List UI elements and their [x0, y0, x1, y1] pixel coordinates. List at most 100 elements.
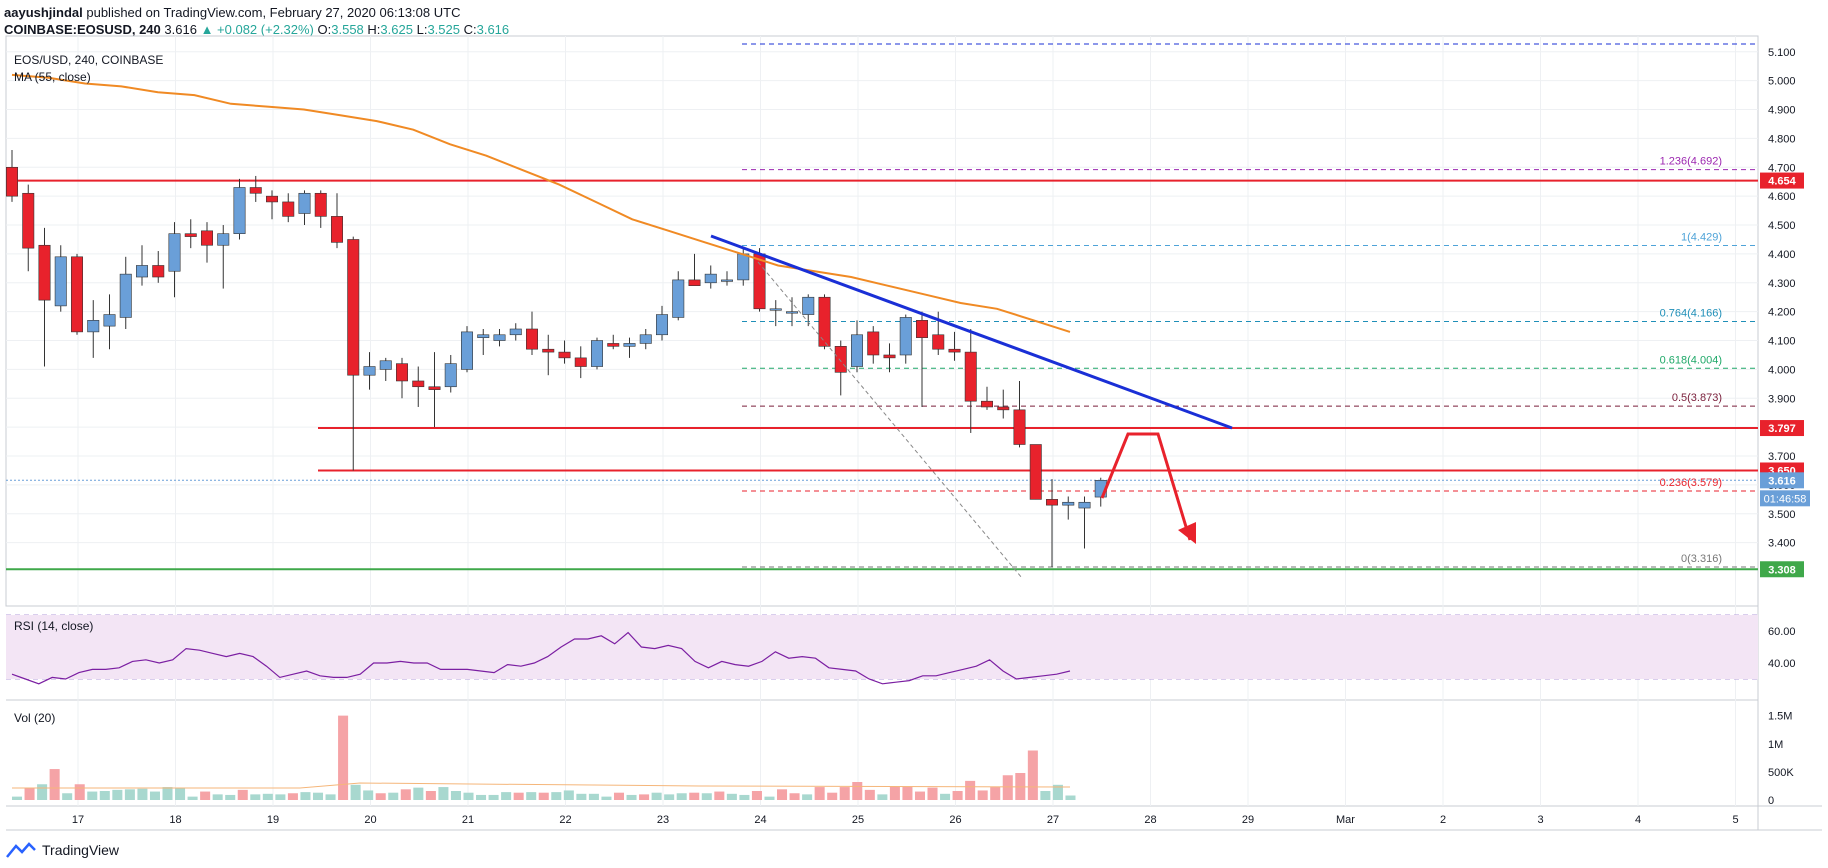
publish-info: published on TradingView.com, February 2…	[82, 5, 461, 20]
low-label: L:	[416, 22, 428, 37]
candle-body	[379, 360, 392, 370]
candle-body	[119, 273, 132, 318]
candle-body	[964, 351, 977, 402]
volume-bar	[187, 796, 198, 800]
candle-body	[591, 340, 603, 367]
time-tick-label: 26	[949, 814, 961, 826]
volume-bar	[651, 792, 662, 800]
projection-arrow[interactable]	[1100, 432, 1196, 544]
candle-body	[688, 279, 701, 286]
ma-legend[interactable]: MA (55, close)	[14, 70, 91, 84]
candle-body	[363, 366, 376, 376]
candle-body	[233, 187, 246, 235]
time-tick-label: 2	[1440, 814, 1446, 826]
candle-body	[721, 279, 733, 282]
volume-bar	[588, 793, 599, 800]
open-label: O:	[317, 22, 332, 37]
price-tick-label: 3.500	[1768, 509, 1796, 521]
candle-body	[753, 253, 766, 310]
horizontal-levels[interactable]	[6, 179, 1758, 571]
volume-bar	[24, 787, 35, 800]
candle-body	[623, 343, 636, 347]
volume-bar	[538, 792, 549, 800]
rsi-band	[6, 615, 1758, 679]
volume-bar	[124, 789, 135, 800]
time-tick-label: Mar	[1336, 814, 1355, 826]
close-label: C:	[463, 22, 477, 37]
candle-body	[298, 192, 311, 214]
time-tick-label: 20	[364, 814, 376, 826]
candle-body	[656, 314, 668, 336]
footer-brand[interactable]: TradingView	[42, 842, 120, 858]
candle-body	[71, 256, 83, 333]
time-tick-label: 19	[267, 814, 279, 826]
main-title: EOS/USD, 240, COINBASE	[14, 53, 163, 67]
volume-bar	[977, 790, 988, 800]
time-tick-label: 23	[657, 814, 669, 826]
volume-bar	[739, 794, 750, 800]
open-value: 3.558	[331, 22, 364, 37]
volume-bar	[62, 793, 73, 800]
volume-bar	[889, 786, 900, 800]
time-axis[interactable]: 17 18 19 20 21 22 23 24 25 26 27 28 29 Mar 2 3 4 5	[72, 814, 1739, 826]
fibonacci-retracement[interactable]: 1.236(4.692) 1(4.429) 0.764(4.166) 0.618(4.…	[742, 43, 1758, 568]
rsi-tick-label: 60.00	[1768, 626, 1796, 638]
time-tick-label: 17	[72, 814, 84, 826]
volume-tick-label: 1.5M	[1768, 711, 1792, 723]
candle-body	[786, 311, 798, 314]
volume-bar	[839, 787, 850, 800]
volume-bar	[1040, 791, 1051, 800]
price-tick-label: 4.300	[1768, 278, 1796, 290]
quote-line: COINBASE:EOSUSD, 240 3.616 ▲ +0.082 (+2.…	[4, 21, 509, 38]
candle-body	[168, 233, 181, 272]
trend-line[interactable]	[710, 234, 1233, 430]
volume-bar	[639, 794, 650, 800]
price-tick-label: 4.400	[1768, 249, 1796, 261]
volume-bar	[287, 793, 298, 800]
volume-bar	[363, 790, 374, 800]
time-tick-label: 25	[852, 814, 864, 826]
volume-bar	[400, 789, 411, 800]
countdown-badge	[1760, 490, 1810, 507]
rsi-legend[interactable]: RSI (14, close)	[14, 619, 93, 633]
candle-body	[461, 331, 473, 370]
candle-body	[6, 166, 18, 197]
price-tick-label: 5.100	[1768, 47, 1796, 59]
candle-body	[558, 351, 571, 359]
volume-bar	[87, 791, 98, 800]
candle-body	[948, 348, 961, 353]
volume-bar	[714, 791, 725, 800]
price-axis-badge-label: 3.308	[1768, 564, 1796, 576]
price-tick-label: 4.200	[1768, 307, 1796, 319]
volume-bar	[200, 791, 211, 800]
volume-bar	[940, 793, 951, 800]
volume-bar	[526, 792, 537, 800]
price-tick-label: 3.700	[1768, 451, 1796, 463]
high-label: H:	[367, 22, 381, 37]
price-tick-label: 5.000	[1768, 76, 1796, 88]
candle-body	[314, 192, 327, 217]
author-name[interactable]: aayushjindal	[4, 5, 83, 20]
candle-body	[103, 314, 116, 327]
fib-level-label: 0.236(3.579)	[1660, 477, 1722, 489]
tradingview-logo-icon	[6, 842, 36, 858]
fib-level-label: 0.618(4.004)	[1660, 354, 1722, 366]
volume-bar	[1027, 750, 1038, 800]
candle-body	[428, 386, 441, 390]
candle-body	[526, 328, 538, 350]
volume-bar	[563, 790, 574, 800]
time-tick-label: 24	[754, 814, 766, 826]
time-tick-label: 18	[169, 814, 181, 826]
volume-bar	[626, 794, 637, 800]
volume-bar	[965, 780, 976, 800]
volume-bar	[1052, 784, 1063, 800]
volume-bar	[902, 786, 913, 800]
price-axis-badge-label: 4.654	[1768, 176, 1796, 188]
price-tick-label: 3.400	[1768, 538, 1796, 550]
time-tick-label: 27	[1047, 814, 1059, 826]
volume-bar	[12, 796, 23, 800]
volume-legend[interactable]: Vol (20)	[14, 711, 55, 725]
candle-body	[1078, 501, 1091, 509]
